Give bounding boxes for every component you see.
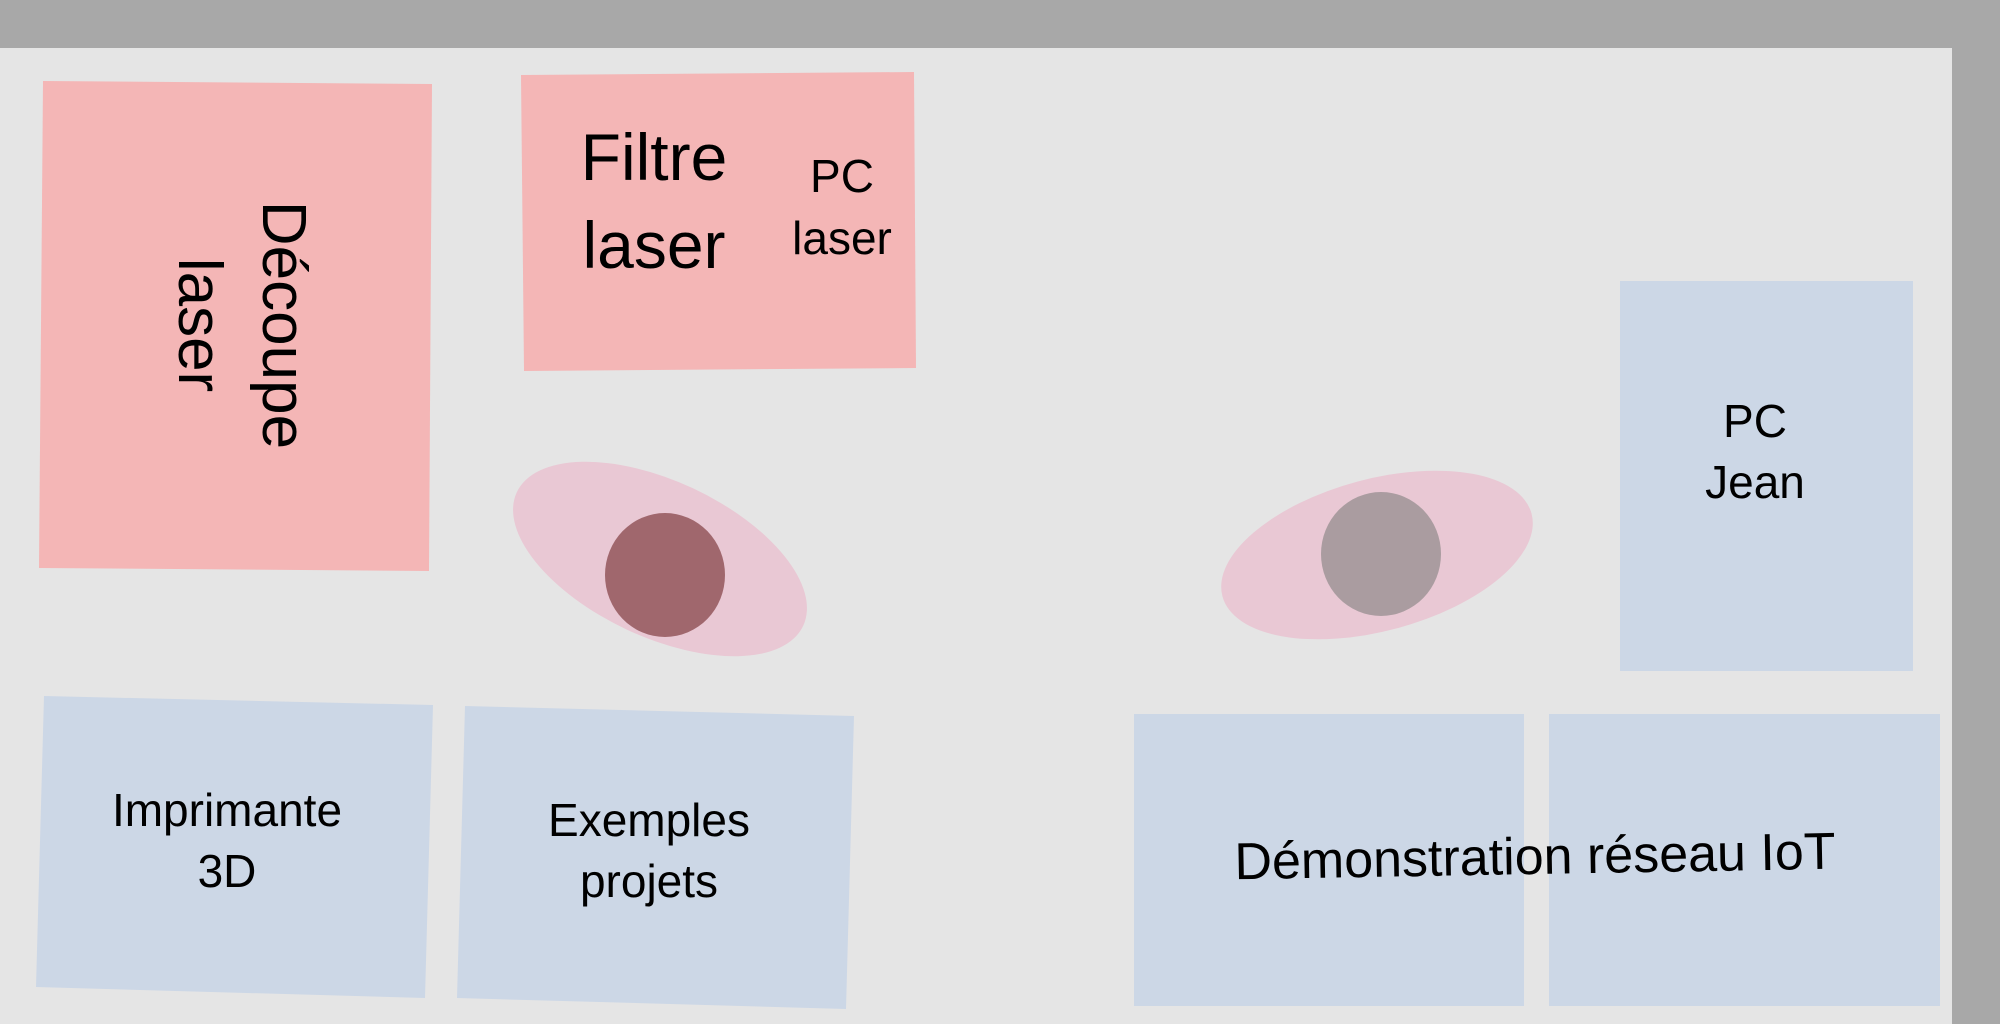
pc-jean-line2: Jean xyxy=(1705,456,1805,508)
exemples-projets-line1: Exemples xyxy=(548,794,750,846)
zone-imprimante-3d xyxy=(36,696,433,998)
right-frame-bar xyxy=(1952,0,2000,1024)
zone-filtre-laser xyxy=(521,72,916,371)
zone-demo-iot-table-left xyxy=(1134,714,1524,1006)
pc-laser-line1: PC xyxy=(810,150,874,202)
decoupe-laser-line1: Découpe xyxy=(249,201,318,449)
person-right xyxy=(1221,470,1533,640)
zone-decoupe-laser xyxy=(39,81,432,571)
person-left xyxy=(513,461,807,657)
person-right-head xyxy=(1321,492,1441,616)
exemples-projets-line2: projets xyxy=(580,855,718,907)
zone-demo-iot-table-right xyxy=(1549,714,1940,1006)
pc-jean-line1: PC xyxy=(1723,395,1787,447)
zone-pc-jean xyxy=(1620,281,1913,671)
demo-iot-label: Démonstration réseau IoT xyxy=(1234,823,1836,891)
filtre-laser-line1: Filtre xyxy=(581,120,728,194)
filtre-laser-line2: laser xyxy=(582,208,725,282)
person-left-head xyxy=(605,513,725,637)
decoupe-laser-label: Découpe laser xyxy=(165,201,318,449)
imprimante-3d-line2: 3D xyxy=(198,845,257,897)
zone-exemples-projets xyxy=(457,706,854,1009)
imprimante-3d-line1: Imprimante xyxy=(112,784,342,836)
pc-laser-line2: laser xyxy=(792,212,892,264)
decoupe-laser-line2: laser xyxy=(165,258,234,392)
top-frame-bar xyxy=(0,0,2000,48)
